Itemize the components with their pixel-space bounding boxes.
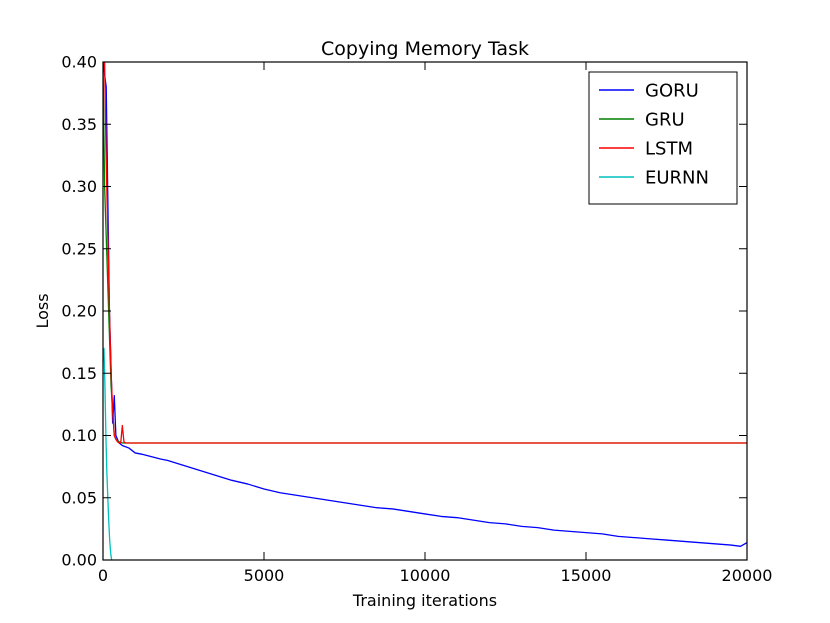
y-tick-label: 0.10 <box>61 426 97 445</box>
y-tick-label: 0.20 <box>61 302 97 321</box>
y-axis-label: Loss <box>33 293 52 328</box>
legend-label-gru: GRU <box>645 110 685 131</box>
x-tick-label: 10000 <box>400 566 451 585</box>
chart-title: Copying Memory Task <box>321 38 529 60</box>
x-tick-label: 20000 <box>722 566 773 585</box>
legend-label-eurnn: EURNN <box>645 168 709 189</box>
series-line-goru <box>103 62 747 547</box>
y-tick-label: 0.30 <box>61 177 97 196</box>
legend: GORU GRU LSTM EURNN <box>588 71 738 205</box>
y-tick-label: 0.25 <box>61 239 97 258</box>
x-axis-label: Training iterations <box>352 591 497 610</box>
legend-label-lstm: LSTM <box>645 139 693 160</box>
x-tick-label: 5000 <box>244 566 285 585</box>
y-tick-label: 0.35 <box>61 115 97 134</box>
x-tick-label: 0 <box>98 566 108 585</box>
series-layer <box>103 62 747 560</box>
x-tick-label: 15000 <box>561 566 612 585</box>
legend-label-goru: GORU <box>645 81 699 102</box>
series-line-lstm <box>103 62 747 444</box>
y-tick-label: 0.15 <box>61 364 97 383</box>
y-tick-label: 0.00 <box>61 551 97 570</box>
series-line-eurnn <box>103 347 113 560</box>
y-tick-label: 0.05 <box>61 488 97 507</box>
y-tick-label: 0.40 <box>61 53 97 72</box>
plot-frame <box>102 61 748 561</box>
legend-frame <box>588 71 738 205</box>
